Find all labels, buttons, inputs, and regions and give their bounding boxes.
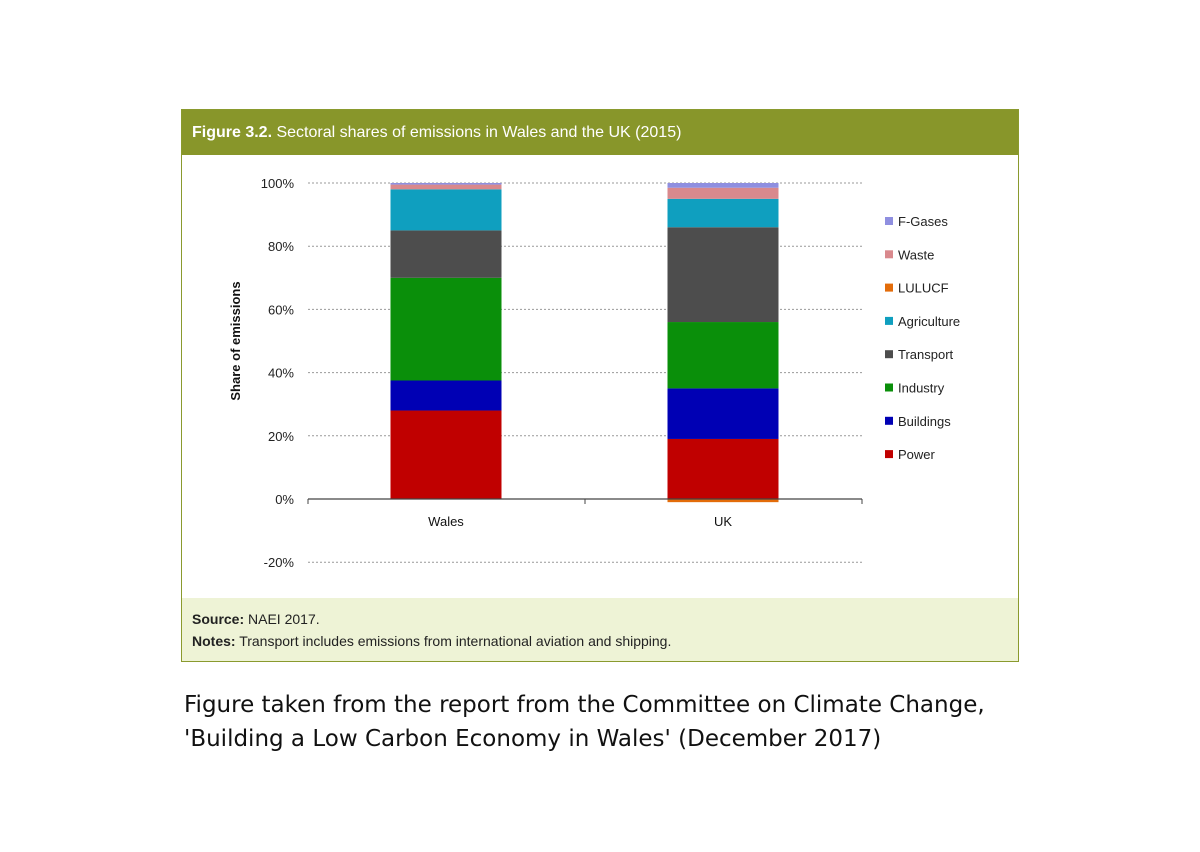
bar-segment: [667, 198, 779, 228]
y-tick-label: 100%: [261, 176, 295, 191]
source-text: NAEI 2017.: [248, 611, 320, 627]
legend-swatch: [885, 250, 893, 259]
figure-header: Figure 3.2. Sectoral shares of emissions…: [182, 110, 1018, 155]
bar-segment: [667, 388, 779, 439]
legend-label: Waste: [898, 247, 934, 262]
figure-box: Figure 3.2. Sectoral shares of emissions…: [181, 109, 1019, 662]
source-line: Source: NAEI 2017.: [192, 608, 1018, 630]
y-tick-label: 0%: [275, 492, 294, 507]
caption-line-2: 'Building a Low Carbon Economy in Wales'…: [184, 726, 882, 752]
notes-label: Notes:: [192, 633, 236, 649]
bar-segment: [390, 410, 502, 499]
legend-label: F-Gases: [898, 214, 948, 229]
bar-segment: [390, 183, 502, 185]
y-axis-label: Share of emissions: [228, 281, 243, 400]
bar-segment: [667, 322, 779, 389]
bar-segment: [390, 230, 502, 278]
y-tick-label: 20%: [268, 429, 294, 444]
bar-segment: [390, 380, 502, 411]
y-tick-label: -20%: [264, 555, 295, 570]
legend-label: Transport: [898, 347, 954, 362]
y-tick-label: 80%: [268, 239, 294, 254]
caption: Figure taken from the report from the Co…: [184, 688, 1084, 756]
legend-swatch: [885, 217, 893, 225]
caption-line-1: Figure taken from the report from the Co…: [184, 692, 985, 718]
legend-swatch: [885, 316, 893, 325]
figure-number: Figure 3.2.: [192, 124, 273, 141]
legend-swatch: [885, 283, 893, 292]
y-tick-label: 40%: [268, 366, 294, 381]
legend-swatch: [885, 350, 893, 359]
x-tick-label: Wales: [428, 514, 464, 529]
legend-swatch: [885, 416, 893, 425]
legend-label: LULUCF: [898, 281, 949, 296]
bar-segment: [667, 187, 779, 199]
x-tick-label: UK: [714, 514, 732, 529]
bar-segment: [667, 183, 779, 188]
bar-segment: [390, 184, 502, 190]
legend-label: Agriculture: [898, 314, 960, 329]
legend-label: Buildings: [898, 414, 951, 429]
legend-swatch: [885, 450, 893, 459]
source-label: Source:: [192, 611, 245, 627]
bar-segment: [667, 438, 779, 499]
notes-text: Transport includes emissions from intern…: [239, 633, 672, 649]
stacked-bar-chart: -20% 0% 20% 40% 60% 80% 100% Share of emissions…: [228, 176, 960, 570]
legend-swatch: [885, 383, 893, 392]
legend-label: Power: [898, 447, 936, 462]
bar-segment: [390, 277, 502, 381]
figure-footer: Source: NAEI 2017. Notes: Transport incl…: [182, 598, 1018, 661]
figure-title: Sectoral shares of emissions in Wales an…: [276, 124, 682, 141]
bar-segment: [667, 499, 779, 503]
y-tick-label: 60%: [268, 302, 294, 317]
bar-segment: [390, 189, 502, 231]
legend-label: Industry: [898, 381, 945, 396]
notes-line: Notes: Transport includes emissions from…: [192, 630, 1018, 652]
bar-segment: [667, 227, 779, 323]
